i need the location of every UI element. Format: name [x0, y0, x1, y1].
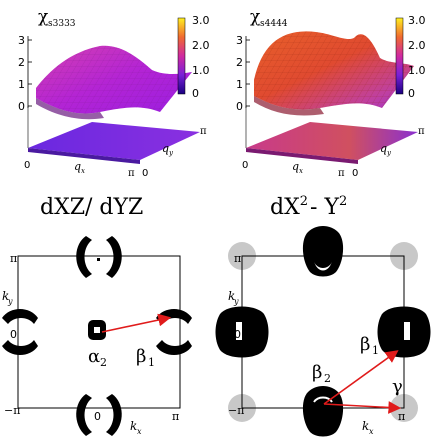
bl-axis-kx-sub: x	[137, 427, 142, 436]
bl-label-beta-sub: 1	[148, 356, 155, 369]
br-pocket-bottom	[302, 386, 344, 437]
br-axis-ky-sub: y	[233, 297, 239, 306]
top-left-floor-origin: 0	[24, 160, 30, 171]
top-left-cbar-tick-1: 1.0	[192, 64, 210, 77]
br-label-beta1-sub: 1	[372, 344, 379, 357]
bottom-right-panel: π k y 0 −π 0 π k x β 1 β 2 γ	[215, 226, 431, 437]
top-right-cbar-tick-2: 2.0	[408, 39, 426, 52]
bl-axis-ky: k	[2, 289, 9, 303]
br-label-beta2-sub: 2	[324, 372, 331, 385]
br-axis-ky: k	[228, 289, 235, 303]
br-axis-zero-bottom: 0	[318, 410, 325, 423]
top-left-floor-zero-y: 0	[142, 168, 148, 179]
bl-axis-neg-pi: −π	[4, 404, 20, 417]
bl-axis-ky-sub: y	[7, 297, 13, 306]
top-left-z-tick-0: 0	[18, 100, 25, 113]
br-arrow-beta1	[323, 350, 399, 405]
top-left-title-symbol: χ	[38, 7, 48, 27]
section-label-right: dX2- Y2	[270, 194, 347, 220]
top-right-panel: χ s4444 3 2 1 0 0 q x π 0 q y π 3.0 2.0 …	[236, 7, 426, 179]
top-left-qy: q	[162, 142, 169, 155]
top-right-floor-origin: 0	[242, 160, 248, 171]
br-axis-pi-right: π	[398, 410, 405, 423]
top-left-qy-sub: y	[168, 149, 174, 157]
top-right-cbar-tick-3: 3.0	[408, 14, 426, 27]
bl-axis-pi-right: π	[172, 410, 179, 423]
bl-pocket-right-top	[156, 309, 192, 324]
top-left-pi-x: π	[128, 168, 135, 179]
bl-axis-zero-bottom: 0	[94, 410, 101, 423]
top-right-z-tick-2: 2	[236, 56, 243, 69]
section-label-left: dXZ/ dYZ	[40, 195, 143, 220]
br-pocket-top	[302, 226, 344, 277]
top-right-title-sub: s4444	[260, 19, 288, 29]
top-left-colorbar	[177, 17, 186, 95]
top-right-cbar-tick-0: 0	[408, 87, 415, 100]
top-left-cbar-tick-0: 0	[192, 87, 199, 100]
top-left-title-sub: s3333	[48, 19, 76, 29]
bl-pocket-right-bottom	[156, 340, 192, 355]
br-axis-pi-top: π	[234, 252, 241, 265]
top-left-panel: χ s3333 3 2 1 0 0 q x π 0 q y π 3.0 2.0 …	[18, 7, 210, 179]
top-left-cbar-tick-3: 3.0	[192, 14, 210, 27]
top-right-z-tick-1: 1	[236, 78, 243, 91]
top-right-qx: q	[292, 160, 299, 173]
top-right-qy-sub: y	[386, 149, 392, 157]
bl-pocket-bottom-left	[76, 394, 92, 436]
top-left-floor	[28, 122, 200, 160]
top-left-z-tick-1: 1	[18, 78, 25, 91]
bottom-left-panel: π k y 0 −π 0 π k x α 2 β 1	[2, 236, 192, 436]
br-arrow-gamma	[323, 401, 402, 414]
br-label-beta2: β	[312, 362, 322, 383]
top-right-cbar-tick-1: 1.0	[408, 64, 426, 77]
bl-pocket-left-top	[2, 309, 38, 324]
top-left-qx-sub: x	[81, 167, 85, 175]
bl-axis-kx: k	[130, 419, 137, 433]
br-axis-kx: k	[362, 419, 369, 433]
top-left-pi-y: π	[200, 126, 207, 137]
bl-pocket-left-bottom	[2, 340, 38, 355]
br-label-beta1: β	[360, 334, 370, 355]
top-right-colorbar	[395, 17, 404, 95]
bottom-left-bz-box	[17, 255, 181, 409]
svg-text:dX2- Y2: dX2- Y2	[270, 194, 347, 220]
top-left-z-tick-3: 3	[18, 34, 25, 47]
bl-label-alpha: α	[88, 346, 100, 367]
br-axis-neg-pi: −π	[228, 404, 244, 417]
bl-axis-zero-left: 0	[10, 328, 17, 341]
top-left-cbar-tick-2: 2.0	[192, 39, 210, 52]
top-left-z-tick-2: 2	[18, 56, 25, 69]
bl-axis-pi-top: π	[10, 252, 17, 265]
bl-pocket-bottom-right	[106, 394, 122, 436]
bl-pocket-top-right	[106, 236, 122, 278]
br-label-gamma: γ	[392, 376, 403, 397]
top-right-floor	[246, 122, 418, 160]
bl-label-alpha-sub: 2	[100, 356, 107, 369]
bl-pocket-top-left	[76, 236, 92, 278]
top-right-floor-zero-y: 0	[352, 168, 358, 179]
top-right-z-tick-0: 0	[236, 100, 243, 113]
top-right-z-tick-3: 3	[236, 34, 243, 47]
top-right-qy: q	[380, 142, 387, 155]
top-right-qx-sub: x	[299, 167, 303, 175]
top-left-qx: q	[74, 160, 81, 173]
top-right-pi-y: π	[418, 126, 425, 137]
br-axis-zero-left: 0	[234, 328, 241, 341]
top-right-title-symbol: χ	[250, 7, 260, 27]
br-axis-kx-sub: x	[369, 427, 374, 436]
top-right-pi-x: π	[338, 168, 345, 179]
bl-nesting-arrow	[101, 313, 172, 333]
bl-label-beta: β	[136, 346, 146, 367]
